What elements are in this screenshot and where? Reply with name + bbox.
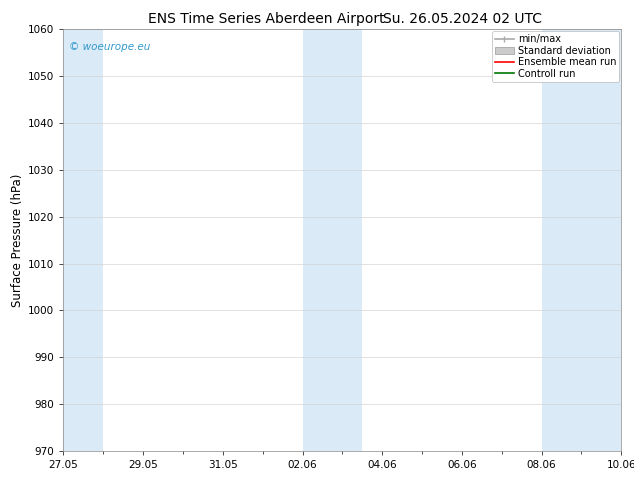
Text: © woeurope.eu: © woeurope.eu (69, 42, 150, 52)
Bar (541, 29, 621, 451)
Legend: min/max, Standard deviation, Ensemble mean run, Controll run: min/max, Standard deviation, Ensemble me… (492, 31, 619, 81)
Y-axis label: Surface Pressure (hPa): Surface Pressure (hPa) (11, 173, 24, 307)
Bar (302, 29, 362, 451)
Bar (63, 29, 103, 451)
Text: Su. 26.05.2024 02 UTC: Su. 26.05.2024 02 UTC (384, 12, 542, 26)
Text: ENS Time Series Aberdeen Airport: ENS Time Series Aberdeen Airport (148, 12, 385, 26)
